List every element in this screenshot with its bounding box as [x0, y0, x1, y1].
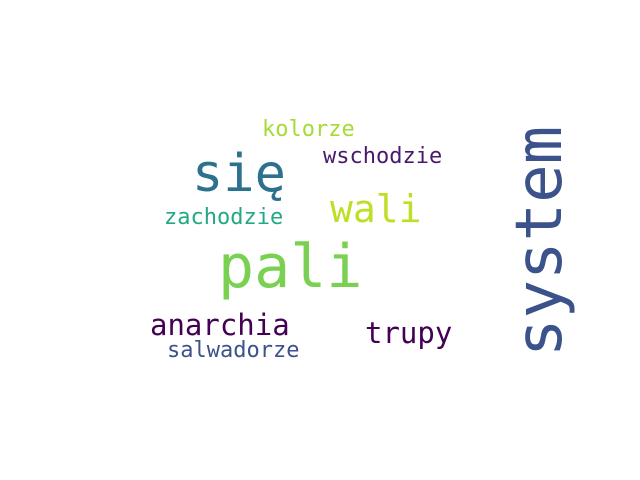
- word-trupy: trupy: [365, 316, 453, 350]
- word-zachodzie: zachodzie: [164, 205, 284, 230]
- word-sie: się: [192, 144, 286, 204]
- word-pali: pali: [218, 232, 363, 302]
- word-kolorze: kolorze: [262, 117, 355, 142]
- word-system: system: [503, 125, 577, 357]
- word-wali: wali: [330, 187, 422, 231]
- word-salwadorze: salwadorze: [167, 338, 300, 363]
- word-wschodzie: wschodzie: [323, 144, 443, 169]
- word-anarchia: anarchia: [150, 308, 290, 342]
